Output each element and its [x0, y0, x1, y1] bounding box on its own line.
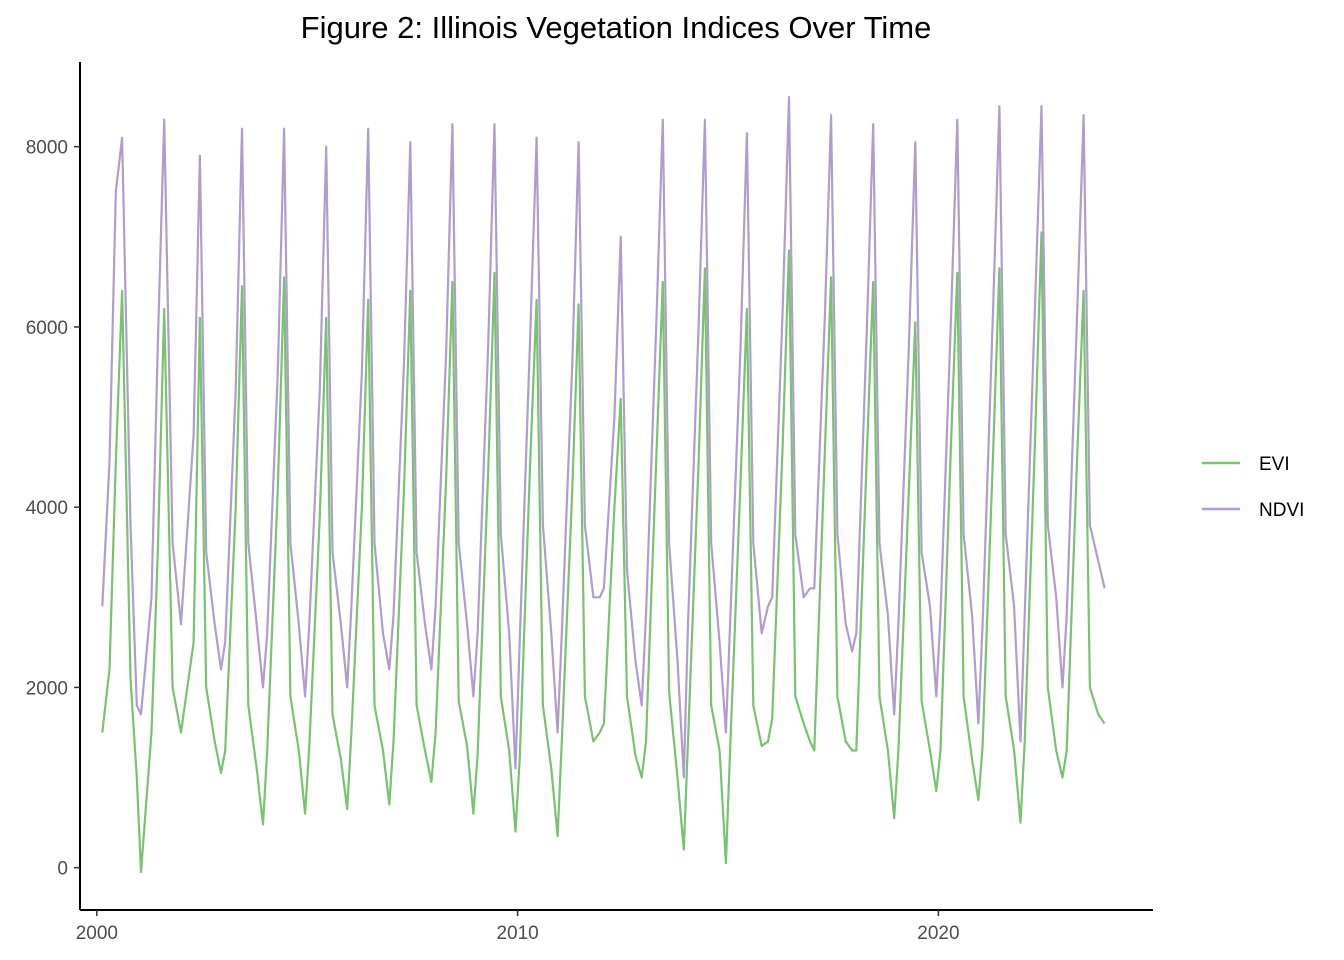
series-lines: [101, 95, 1106, 874]
y-tick-label: 0: [57, 859, 68, 880]
y-tick-label: 8000: [26, 138, 68, 159]
y-axis-ticks: 0 2000 4000 6000 8000: [26, 138, 80, 880]
legend-label-ndvi: NDVI: [1259, 500, 1304, 521]
y-tick-label: 4000: [26, 498, 68, 519]
x-tick-label: 2000: [76, 923, 118, 944]
x-tick-label: 2010: [496, 923, 538, 944]
x-tick-label: 2020: [917, 923, 959, 944]
chart-title: Figure 2: Illinois Vegetation Indices Ov…: [301, 10, 932, 45]
legend: EVI NDVI: [1202, 454, 1304, 521]
y-tick-label: 6000: [26, 318, 68, 339]
y-tick-label: 2000: [26, 678, 68, 699]
legend-label-evi: EVI: [1259, 454, 1290, 475]
x-axis-ticks: 2000 2010 2020: [76, 910, 960, 944]
series-line-ndvi: [101, 95, 1106, 779]
series-line-evi: [101, 231, 1106, 874]
